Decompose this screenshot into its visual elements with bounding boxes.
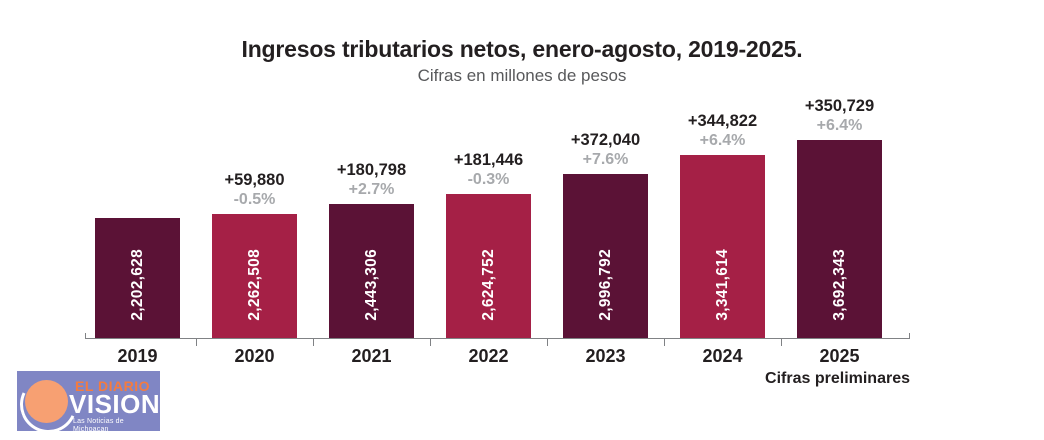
bar-column: 2,262,508 +59,880 -0.5% (212, 95, 297, 338)
logo-circle-icon (25, 380, 68, 423)
bar-column: 2,996,792 +372,040 +7.6% (563, 95, 648, 338)
bar-delta-2021: +180,798 +2.7% (313, 160, 430, 200)
bar-delta-2025: +350,729 +6.4% (781, 96, 898, 136)
plot-area: 2,202,628 2,262,508 +59,880 -0.5% 2,443,306 +… (85, 95, 910, 338)
delta-absolute: +344,822 (687, 112, 758, 130)
axis-tick (664, 339, 665, 346)
x-axis-label-2019: 2019 (117, 346, 158, 366)
x-axis-line (85, 333, 910, 346)
bar-column: 2,443,306 +180,798 +2.7% (329, 95, 414, 338)
x-axis-label-2020: 2020 (234, 346, 275, 366)
bar-2019[interactable]: 2,202,628 (95, 218, 180, 338)
bar-value-label: 2,202,628 (95, 249, 180, 326)
delta-absolute: +59,880 (224, 171, 285, 189)
axis-tick (430, 339, 431, 346)
bar-2021[interactable]: 2,443,306 (329, 204, 414, 338)
x-axis-label-2024: 2024 (702, 346, 743, 366)
delta-absolute: +181,446 (453, 151, 524, 169)
bar-value-label: 2,624,752 (446, 249, 531, 326)
axis-left-cap (85, 333, 86, 338)
bar-2023[interactable]: 2,996,792 (563, 174, 648, 338)
bar-column: 3,692,343 +350,729 +6.4% (797, 95, 882, 338)
x-axis-label-2022: 2022 (468, 346, 509, 366)
delta-percent: -0.5% (233, 191, 276, 208)
axis-right-cap (909, 333, 910, 338)
axis-tick (781, 339, 782, 346)
bar-value-label: 3,692,343 (797, 249, 882, 326)
bar-value-text: 2,996,792 (596, 249, 614, 321)
bar-2025[interactable]: 3,692,343 (797, 140, 882, 338)
logo-brand-main: VISION (69, 389, 160, 419)
logo-tagline: Las Noticias de Michoacan (73, 418, 124, 431)
x-axis-label-2021: 2021 (351, 346, 392, 366)
bar-delta-2022: +181,446 -0.3% (430, 150, 547, 190)
logo-brand-top: EL DIARIO (75, 378, 151, 394)
watermark-logo: EL DIARIO VISION Las Noticias de Michoac… (17, 371, 160, 431)
bar-value-label: 2,262,508 (212, 249, 297, 326)
bar-2020[interactable]: 2,262,508 (212, 214, 297, 338)
bar-delta-2023: +372,040 +7.6% (547, 130, 664, 170)
bar-value-text: 3,341,614 (713, 249, 731, 321)
bar-2022[interactable]: 2,624,752 (446, 194, 531, 338)
delta-percent: +6.4% (699, 132, 746, 149)
delta-absolute: +372,040 (570, 131, 641, 149)
bar-2024[interactable]: 3,341,614 (680, 155, 765, 338)
x-axis-label-2025: 2025 (819, 346, 860, 366)
chart-footnote: Cifras preliminares (765, 370, 910, 387)
bar-value-label: 2,443,306 (329, 249, 414, 326)
delta-percent: -0.3% (467, 171, 510, 188)
bar-value-label: 2,996,792 (563, 249, 648, 326)
delta-percent: +2.7% (348, 181, 395, 198)
axis-tick (547, 339, 548, 346)
delta-percent: +6.4% (816, 117, 863, 134)
x-axis-label-2023: 2023 (585, 346, 626, 366)
chart-title: Ingresos tributarios netos, enero-agosto… (241, 36, 803, 62)
chart-subtitle: Cifras en millones de pesos (417, 66, 627, 85)
delta-absolute: +180,798 (336, 161, 407, 179)
delta-absolute: +350,729 (804, 97, 875, 115)
bar-delta-2024: +344,822 +6.4% (664, 111, 781, 151)
bar-value-text: 2,262,508 (245, 249, 263, 321)
delta-percent: +7.6% (582, 151, 629, 168)
bar-column: 2,624,752 +181,446 -0.3% (446, 95, 531, 338)
axis-tick (196, 339, 197, 346)
bar-delta-2020: +59,880 -0.5% (196, 170, 313, 210)
bar-value-text: 3,692,343 (830, 249, 848, 321)
bar-column: 2,202,628 (95, 95, 180, 338)
bar-value-text: 2,202,628 (128, 249, 146, 321)
bar-value-text: 2,443,306 (362, 249, 380, 321)
bar-column: 3,341,614 +344,822 +6.4% (680, 95, 765, 338)
bar-value-text: 2,624,752 (479, 249, 497, 321)
bar-value-label: 3,341,614 (680, 249, 765, 326)
axis-tick (313, 339, 314, 346)
